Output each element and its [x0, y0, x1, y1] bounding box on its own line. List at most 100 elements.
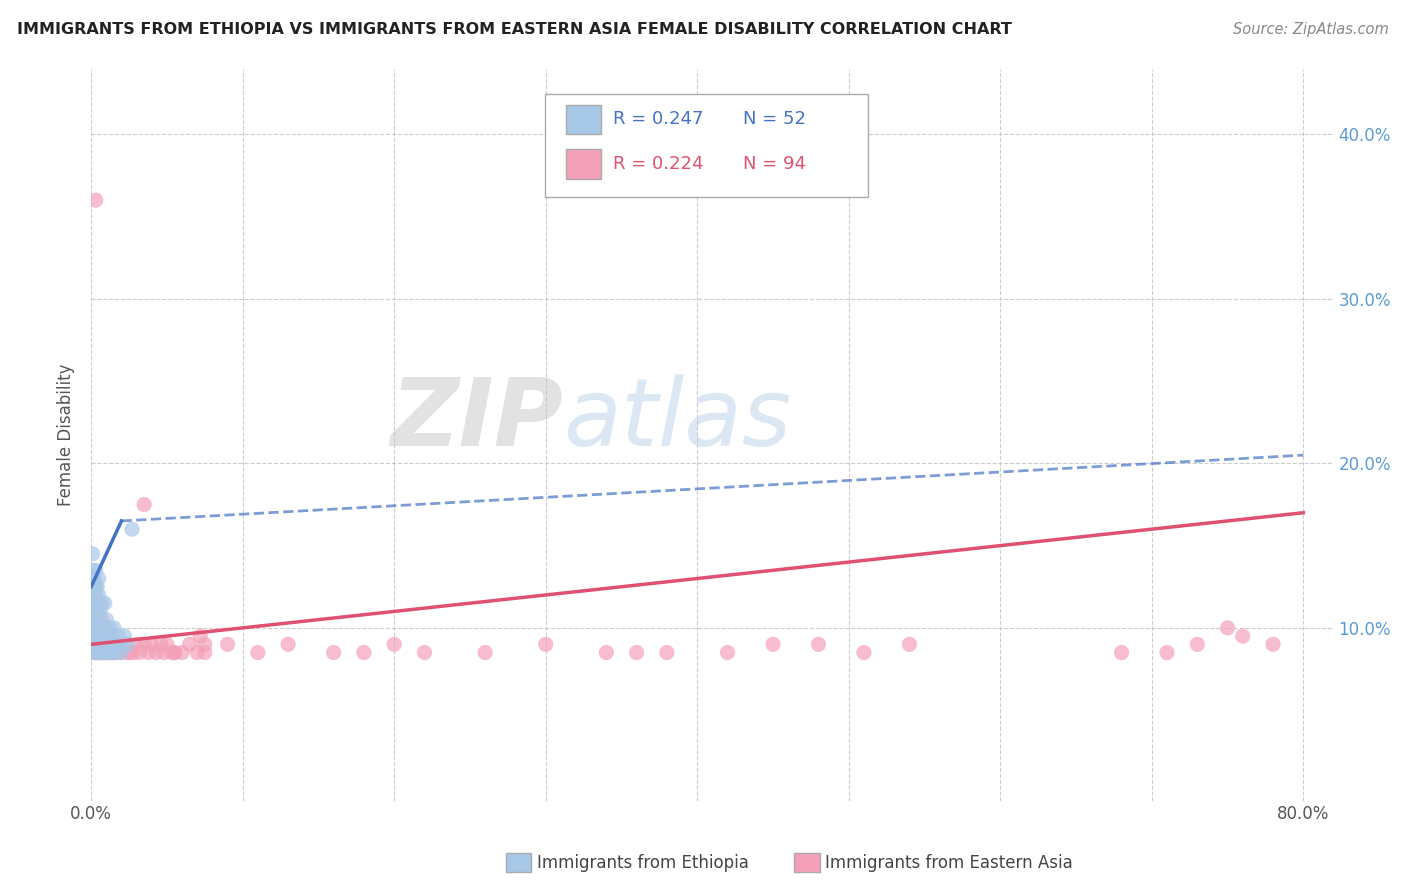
- Point: [898, 637, 921, 651]
- Text: Immigrants from Ethiopia: Immigrants from Ethiopia: [537, 854, 749, 871]
- Point: [322, 646, 344, 660]
- Point: [84, 613, 107, 627]
- Point: [1261, 637, 1284, 651]
- Point: [94, 646, 117, 660]
- Point: [163, 646, 186, 660]
- Point: [89, 646, 111, 660]
- Point: [89, 604, 111, 618]
- Point: [97, 646, 120, 660]
- Point: [194, 646, 217, 660]
- Text: R = 0.247: R = 0.247: [613, 111, 703, 128]
- Point: [86, 646, 108, 660]
- Point: [1111, 646, 1133, 660]
- Point: [91, 646, 114, 660]
- Point: [246, 646, 269, 660]
- Point: [179, 637, 201, 651]
- Point: [83, 580, 105, 594]
- Text: IMMIGRANTS FROM ETHIOPIA VS IMMIGRANTS FROM EASTERN ASIA FEMALE DISABILITY CORRE: IMMIGRANTS FROM ETHIOPIA VS IMMIGRANTS F…: [17, 22, 1012, 37]
- Point: [87, 637, 110, 651]
- Point: [82, 637, 104, 651]
- Point: [82, 621, 104, 635]
- Point: [110, 646, 132, 660]
- Point: [852, 646, 875, 660]
- Point: [96, 629, 118, 643]
- Point: [83, 646, 105, 660]
- Point: [98, 637, 121, 651]
- Point: [84, 646, 107, 660]
- Point: [1156, 646, 1178, 660]
- Point: [84, 646, 107, 660]
- Point: [97, 646, 120, 660]
- Point: [86, 629, 108, 643]
- Point: [90, 646, 112, 660]
- Point: [100, 646, 122, 660]
- Point: [94, 637, 117, 651]
- Point: [94, 596, 117, 610]
- Point: [141, 637, 163, 651]
- Point: [83, 604, 105, 618]
- Point: [84, 637, 107, 651]
- Point: [595, 646, 617, 660]
- Point: [84, 580, 107, 594]
- Point: [84, 193, 107, 207]
- Point: [382, 637, 405, 651]
- Point: [134, 637, 156, 651]
- Point: [84, 621, 107, 635]
- Point: [86, 637, 108, 651]
- Point: [474, 646, 496, 660]
- Point: [86, 613, 108, 627]
- Point: [117, 646, 139, 660]
- Point: [413, 646, 436, 660]
- Point: [84, 596, 107, 610]
- Point: [86, 596, 108, 610]
- Point: [145, 646, 167, 660]
- Point: [83, 629, 105, 643]
- Point: [98, 621, 121, 635]
- Point: [90, 621, 112, 635]
- Point: [100, 646, 122, 660]
- Point: [89, 629, 111, 643]
- Point: [90, 613, 112, 627]
- Point: [534, 637, 557, 651]
- Point: [105, 637, 128, 651]
- Text: Immigrants from Eastern Asia: Immigrants from Eastern Asia: [825, 854, 1073, 871]
- Point: [117, 637, 139, 651]
- Point: [103, 621, 125, 635]
- Text: ZIP: ZIP: [391, 374, 564, 466]
- FancyBboxPatch shape: [544, 95, 868, 196]
- Point: [83, 572, 105, 586]
- Point: [82, 604, 104, 618]
- Point: [101, 646, 124, 660]
- Point: [83, 596, 105, 610]
- FancyBboxPatch shape: [565, 104, 600, 134]
- Point: [89, 621, 111, 635]
- Text: Source: ZipAtlas.com: Source: ZipAtlas.com: [1233, 22, 1389, 37]
- Point: [1232, 629, 1254, 643]
- Point: [1187, 637, 1209, 651]
- Point: [104, 646, 127, 660]
- Point: [655, 646, 678, 660]
- Point: [82, 572, 104, 586]
- Point: [114, 629, 136, 643]
- FancyBboxPatch shape: [565, 150, 600, 178]
- Point: [1216, 621, 1239, 635]
- Y-axis label: Female Disability: Female Disability: [58, 363, 75, 506]
- Point: [163, 646, 186, 660]
- Point: [91, 646, 114, 660]
- Point: [87, 588, 110, 602]
- Point: [91, 637, 114, 651]
- Point: [120, 646, 142, 660]
- Point: [84, 563, 107, 577]
- Point: [87, 621, 110, 635]
- Point: [87, 621, 110, 635]
- Point: [160, 646, 183, 660]
- Point: [83, 613, 105, 627]
- Point: [149, 637, 172, 651]
- Point: [83, 637, 105, 651]
- Text: R = 0.224: R = 0.224: [613, 155, 703, 173]
- Point: [807, 637, 830, 651]
- Point: [122, 646, 145, 660]
- Point: [83, 629, 105, 643]
- Point: [87, 637, 110, 651]
- Point: [134, 498, 156, 512]
